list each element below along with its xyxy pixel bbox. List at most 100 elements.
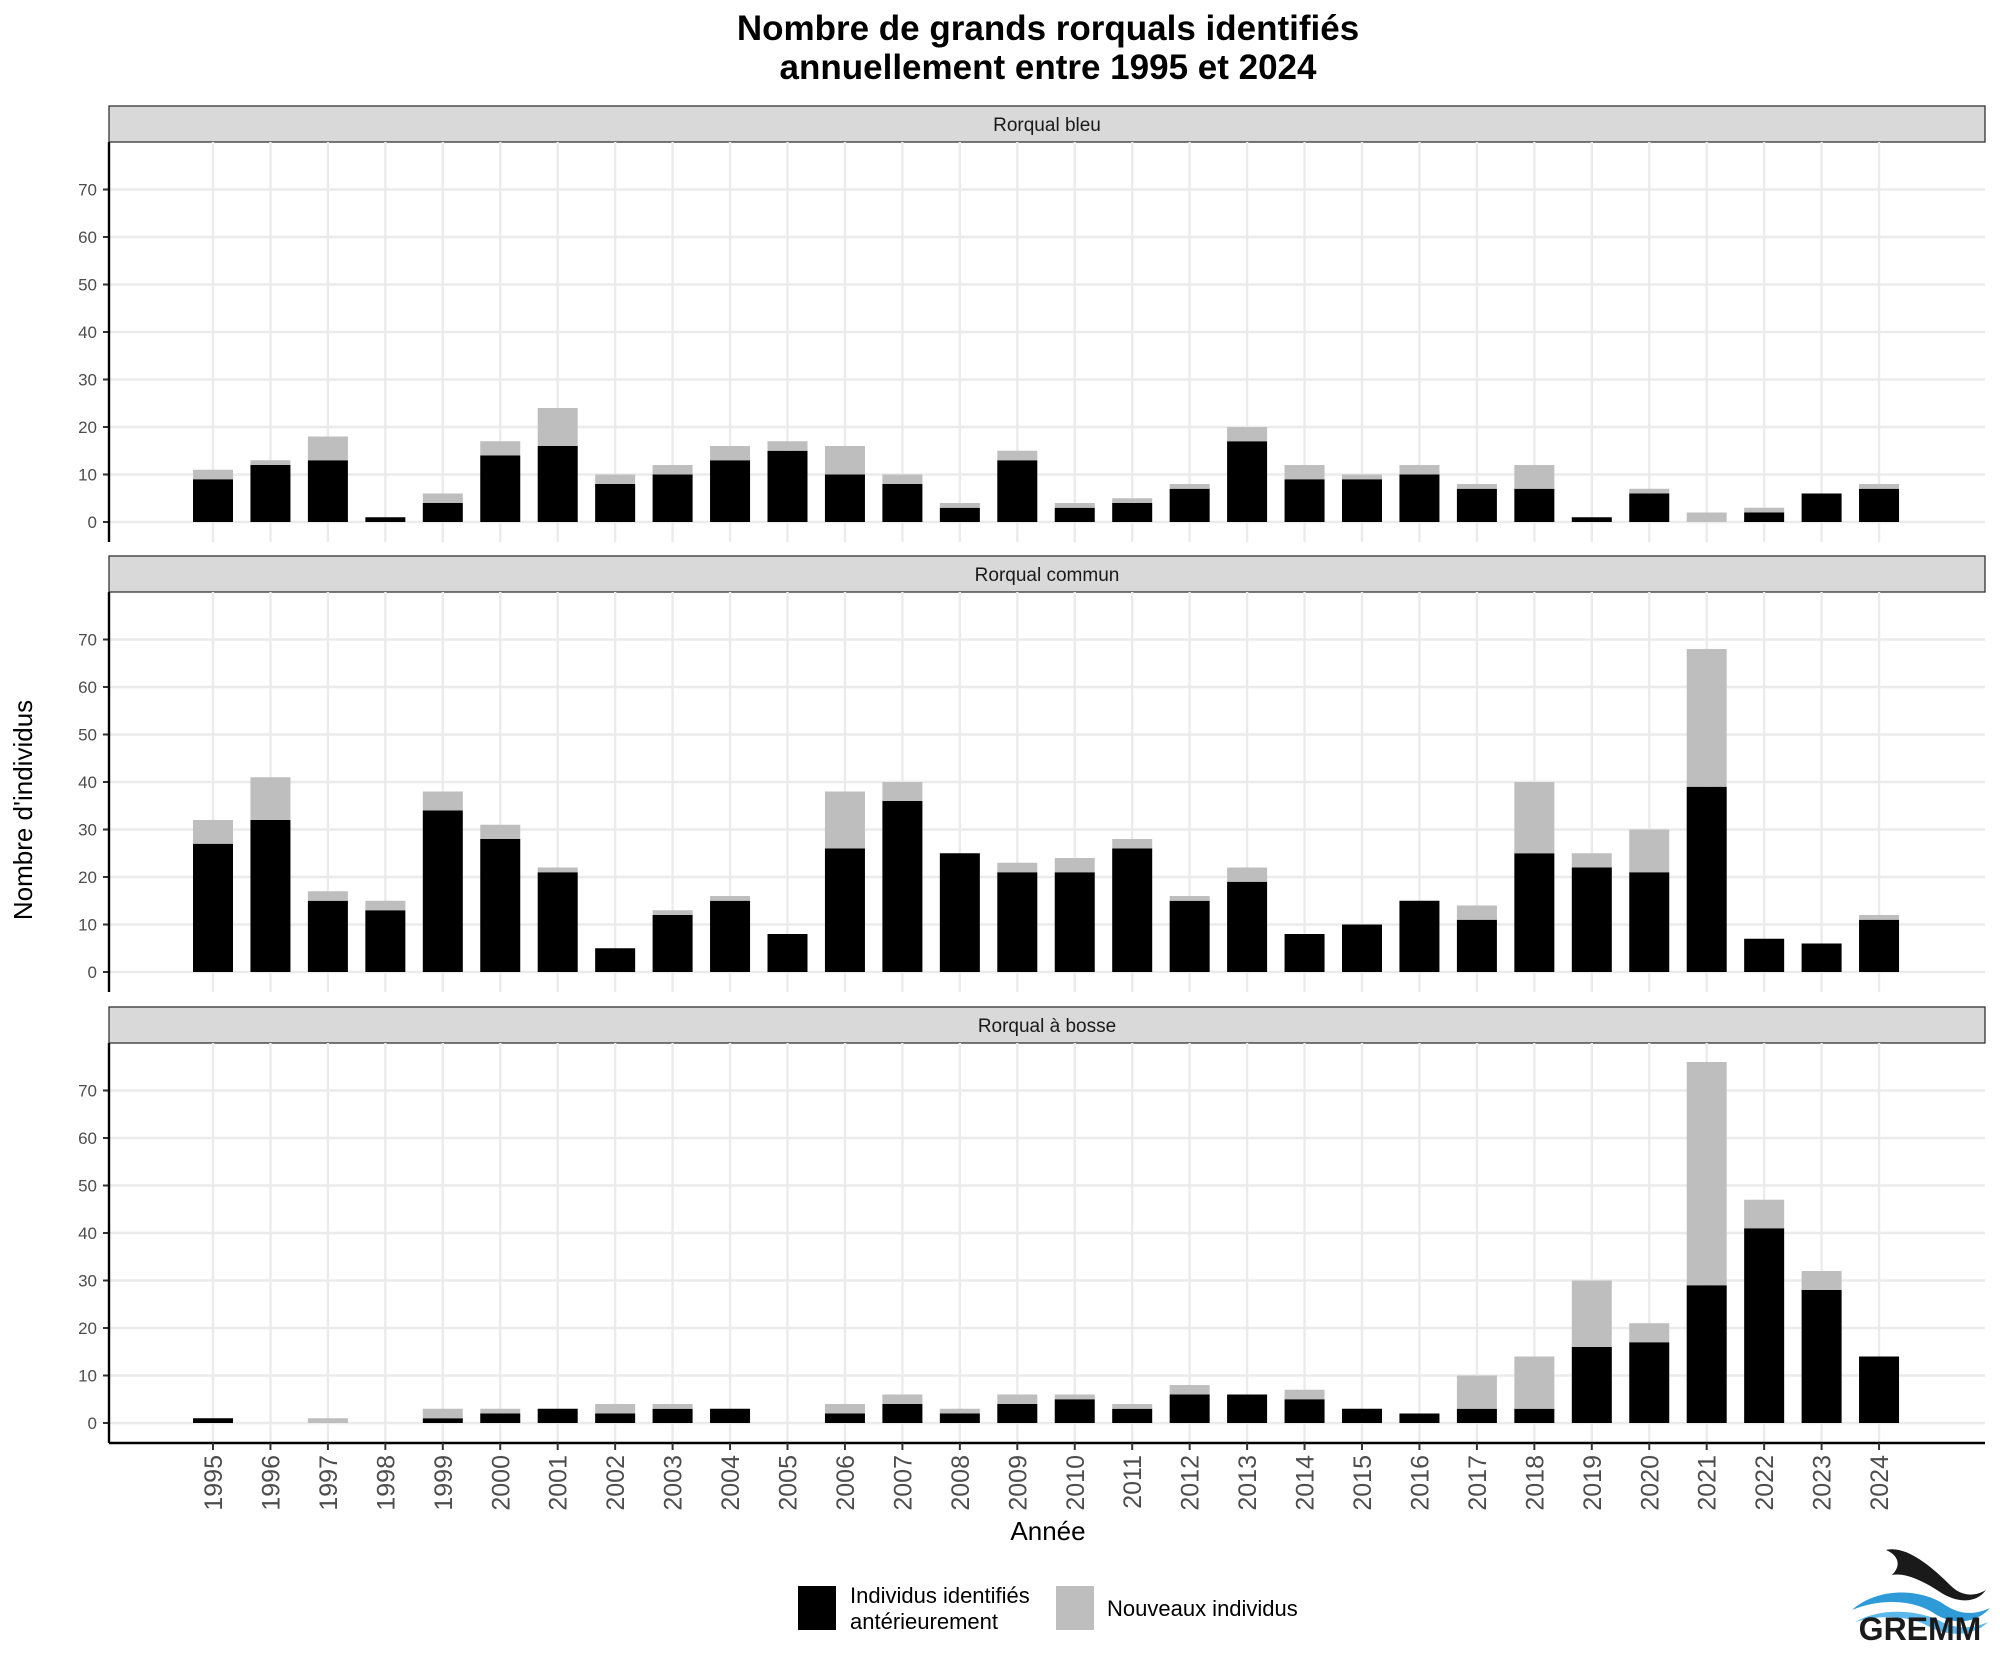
bar-new	[824, 791, 865, 849]
bar-previous	[939, 853, 980, 972]
bar-previous	[1456, 488, 1497, 522]
gremm-logo: GREMM	[1852, 1549, 1990, 1647]
bar-previous	[1399, 900, 1440, 972]
panel: Rorqual commun 0 10 20 30 40 50 60 70	[78, 555, 1986, 992]
x-tick-label: 2008	[947, 1455, 975, 1511]
panel-strip	[108, 105, 1986, 143]
bar-previous	[710, 1408, 751, 1423]
bar-previous	[250, 465, 291, 522]
chart-title: Nombre de grands rorquals identifiés annu…	[737, 9, 1359, 87]
bar-previous	[767, 450, 808, 522]
bar-new	[1744, 507, 1785, 513]
bar-previous	[1571, 867, 1612, 972]
bar-previous	[1112, 848, 1153, 972]
x-tick-label: 2007	[889, 1455, 917, 1511]
x-tick-label: 2015	[1349, 1455, 1377, 1511]
bar-previous	[480, 839, 521, 972]
bar-previous	[1342, 479, 1382, 522]
bar-previous	[1629, 872, 1670, 972]
bar-previous	[824, 1413, 865, 1423]
x-tick-label: 2005	[775, 1455, 803, 1511]
y-tick-label: 10	[78, 1367, 97, 1386]
bar-previous	[1456, 919, 1497, 972]
x-tick-label: 2016	[1406, 1455, 1434, 1511]
bar-new	[480, 1408, 521, 1414]
bar-new	[882, 474, 923, 484]
bar-previous	[537, 1408, 578, 1423]
bar-previous	[1456, 1408, 1497, 1423]
bar-previous	[939, 1413, 980, 1423]
bar-previous	[307, 900, 348, 972]
bar-new	[595, 474, 636, 484]
x-tick-label: 2009	[1004, 1455, 1032, 1511]
y-tick-label: 70	[78, 631, 97, 650]
bar-new	[1284, 465, 1325, 480]
bar-new	[1801, 1271, 1842, 1290]
y-tick-label: 30	[78, 821, 97, 840]
x-tick-label: 2003	[660, 1455, 688, 1511]
bar-new	[1686, 649, 1727, 787]
bar-new	[767, 441, 808, 451]
bar-new	[307, 891, 348, 901]
x-tick-label: 2002	[602, 1455, 630, 1511]
bar-previous	[595, 484, 636, 522]
bar-new	[1859, 484, 1900, 489]
bar-previous	[882, 801, 923, 972]
bar-new	[1456, 1375, 1497, 1409]
bar-previous	[1514, 1408, 1555, 1423]
bar-new	[1112, 839, 1153, 849]
bar-previous	[193, 479, 233, 522]
bar-previous	[1054, 872, 1095, 972]
y-tick-label: 60	[78, 678, 97, 697]
x-tick-label: 2022	[1751, 1455, 1779, 1511]
bar-new	[710, 896, 751, 901]
legend-key	[798, 1586, 836, 1630]
x-tick-label: 1997	[315, 1455, 343, 1511]
bar-new	[1571, 853, 1612, 868]
x-tick-label: 2017	[1464, 1455, 1492, 1511]
legend: Individus identifiés antérieurement Nouvea…	[798, 1583, 1298, 1634]
bar-previous	[1227, 1394, 1268, 1423]
bar-previous	[767, 934, 808, 972]
x-tick-label: 2000	[487, 1455, 515, 1511]
x-tick-label: 2013	[1234, 1455, 1262, 1511]
y-tick-label: 20	[78, 868, 97, 887]
bar-previous	[1686, 786, 1727, 972]
bar-previous	[1284, 479, 1325, 522]
bar-previous	[1227, 881, 1268, 972]
x-tick-label: 2019	[1579, 1455, 1607, 1511]
bar-new	[250, 460, 291, 465]
bar-previous	[1169, 488, 1210, 522]
bar-new	[939, 503, 980, 508]
bar-new	[1629, 488, 1670, 494]
panel-strip	[108, 1006, 1986, 1044]
x-axis: 1995 1996 1997 1998 1999 2000 2001 2002 2003 2004…	[200, 1443, 1894, 1511]
bar-previous	[882, 484, 923, 522]
bar-previous	[1399, 1413, 1440, 1423]
bar-previous	[1284, 1399, 1325, 1423]
bar-new	[1284, 1389, 1325, 1400]
bar-previous	[365, 517, 406, 522]
panel-strip-label: Rorqual commun	[975, 565, 1120, 586]
bar-previous	[997, 872, 1038, 972]
bar-previous	[537, 446, 578, 522]
bar-new	[365, 900, 406, 911]
bar-previous	[1284, 934, 1325, 972]
bar-new	[1112, 498, 1153, 503]
x-tick-label: 1995	[200, 1455, 228, 1511]
chart-title-line: annuellement entre 1995 et 2024	[780, 48, 1317, 87]
legend-label: Nouveaux individus	[1107, 1596, 1298, 1621]
panel-strip-label: Rorqual bleu	[993, 115, 1101, 136]
bar-previous	[1859, 919, 1900, 972]
y-axis-title: Nombre d'individus	[8, 700, 38, 920]
bar-new	[1686, 1062, 1727, 1286]
bar-new	[1456, 484, 1497, 489]
bar-new	[939, 1408, 980, 1414]
bar-new	[1169, 484, 1210, 489]
y-tick-label: 20	[78, 1319, 97, 1338]
bar-previous	[1054, 1399, 1095, 1423]
bar-new	[1227, 867, 1268, 882]
bar-new	[307, 1418, 348, 1423]
bar-previous	[652, 915, 693, 972]
bar-previous	[1859, 1356, 1900, 1423]
